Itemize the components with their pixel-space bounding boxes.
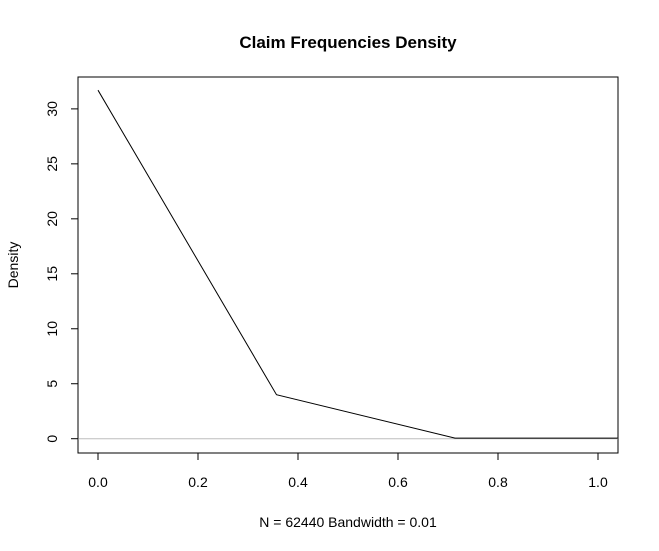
y-axis-label: Density [5,242,21,289]
x-tick-label: 0.4 [288,474,308,490]
y-tick-label: 10 [44,321,60,337]
y-tick-label: 15 [44,266,60,282]
y-axis: 0 5 10 15 20 25 30 [44,101,79,443]
y-tick-label: 20 [44,211,60,227]
x-tick-label: 0.8 [488,474,508,490]
x-tick-label: 1.0 [588,474,608,490]
density-line [97,89,618,439]
y-tick-label: 25 [44,156,60,172]
plot-area [78,89,618,440]
x-tick-label: 0.0 [88,474,108,490]
y-tick-label: 5 [44,380,60,388]
x-axis: 0.0 0.2 0.4 0.6 0.8 1.0 [88,452,608,490]
x-axis-label: N = 62440 Bandwidth = 0.01 [259,514,437,530]
x-tick-label: 0.2 [188,474,208,490]
x-tick-label: 0.6 [388,474,408,490]
plot-frame [77,76,619,454]
y-tick-label: 30 [44,101,60,117]
y-tick-label: 0 [44,435,60,443]
chart-title: Claim Frequencies Density [239,33,457,52]
